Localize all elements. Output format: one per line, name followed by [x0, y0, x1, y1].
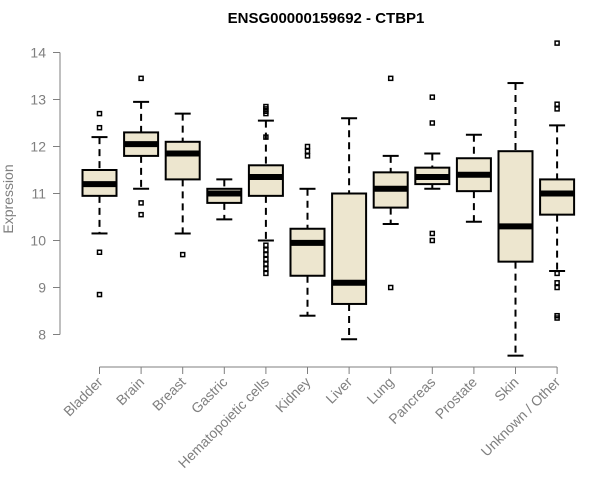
box	[497, 82, 534, 357]
x-tick-label: Brain	[113, 374, 147, 408]
outlier-point	[554, 40, 560, 46]
x-tick-label: Skin	[491, 374, 522, 405]
outlier-point	[304, 153, 311, 159]
y-tick-label: 13	[30, 92, 46, 108]
outlier-point	[263, 256, 269, 263]
outlier-point	[96, 124, 103, 131]
outlier-point	[96, 291, 103, 298]
y-tick-label: 10	[30, 233, 46, 249]
y-tick-label: 9	[38, 280, 46, 296]
box-iqr	[539, 178, 576, 216]
outlier-point	[304, 143, 311, 150]
box-iqr	[247, 164, 284, 197]
y-tick-label: 8	[38, 327, 46, 343]
outlier-point	[263, 242, 269, 248]
y-tick-label: 11	[31, 186, 46, 202]
x-tick-label: Unknown / Other	[478, 374, 564, 460]
box	[331, 117, 368, 341]
outlier-point	[138, 200, 144, 206]
outlier-point	[429, 94, 436, 100]
outlier-point	[554, 101, 560, 107]
y-axis: 8 9 10 11 12 13 14	[30, 45, 61, 343]
box	[539, 40, 576, 321]
outlier-point	[554, 280, 560, 286]
outlier-point	[429, 230, 436, 237]
outlier-point	[554, 270, 560, 277]
outlier-point	[263, 247, 269, 253]
outlier-point	[263, 261, 269, 267]
box	[414, 94, 451, 244]
box-iqr	[164, 140, 201, 181]
outlier-point	[263, 265, 269, 272]
box	[289, 143, 326, 317]
outlier-point	[387, 75, 394, 82]
x-tick-label: Liver	[322, 374, 355, 407]
y-axis-label: Expression	[0, 164, 16, 233]
outlier-point	[554, 315, 560, 321]
box	[164, 112, 201, 258]
outlier-point	[138, 211, 144, 218]
outlier-point	[263, 134, 269, 140]
box-series	[81, 40, 576, 357]
box	[81, 110, 118, 298]
outlier-point	[263, 270, 269, 277]
x-tick-label: Prostate	[432, 374, 480, 422]
outlier-point	[429, 237, 436, 244]
outlier-point	[554, 284, 560, 291]
box	[455, 133, 492, 223]
outlier-point	[96, 249, 103, 255]
y-tick-label: 12	[30, 139, 46, 155]
chart-title: ENSG00000159692 - CTBP1	[228, 10, 425, 27]
box	[123, 75, 160, 218]
outlier-point	[263, 251, 269, 258]
outlier-point	[387, 284, 394, 291]
x-tick-label: Kidney	[272, 374, 314, 416]
x-tick-label: Lung	[363, 374, 396, 407]
y-tick-label: 14	[30, 45, 46, 61]
box	[372, 75, 409, 291]
outlier-point	[263, 110, 269, 117]
outlier-point	[96, 110, 103, 117]
box	[206, 178, 243, 221]
box	[247, 103, 284, 277]
outlier-point	[429, 120, 436, 126]
box-iqr	[289, 227, 326, 277]
outlier-point	[304, 148, 311, 154]
box-iqr	[497, 150, 534, 263]
outlier-point	[179, 251, 186, 258]
outlier-point	[138, 75, 144, 82]
x-tick-label: Bladder	[60, 374, 106, 420]
outlier-point	[554, 106, 560, 112]
box-iqr	[331, 192, 368, 305]
x-tick-label: Breast	[149, 374, 189, 414]
